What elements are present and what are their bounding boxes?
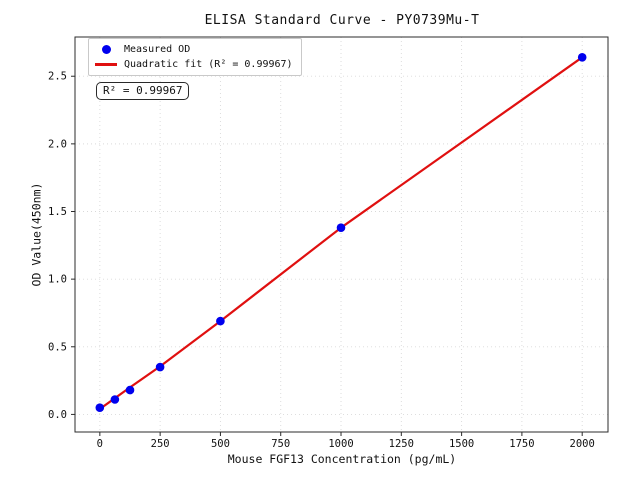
y-axis-label: OD Value(450nm): [29, 182, 44, 287]
x-tick-label: 1000: [328, 438, 353, 450]
data-point: [125, 385, 135, 395]
data-point: [216, 316, 225, 326]
x-tick-label: 750: [271, 438, 290, 450]
data-point: [577, 53, 587, 62]
y-tick-label: 1.0: [48, 274, 67, 286]
y-tick-label: 0.0: [48, 409, 67, 421]
x-axis-label: Mouse FGF13 Concentration (pg/mL): [227, 452, 457, 466]
chart-title: ELISA Standard Curve - PY0739Mu-T: [204, 13, 480, 28]
x-tick-label: 1250: [389, 438, 414, 450]
y-tick-label: 0.5: [48, 341, 67, 353]
data-point: [155, 362, 165, 372]
data-point: [110, 395, 120, 404]
legend-label-quadratic-fit: Quadratic fit (R² = 0.99967): [124, 59, 293, 70]
data-point: [95, 403, 105, 413]
legend-label-measured-od: Measured OD: [124, 44, 191, 55]
legend-item-measured-od: Measured OD: [95, 44, 293, 55]
x-tick-label: 1750: [509, 438, 534, 450]
x-tick-label: 0: [97, 438, 103, 450]
r-squared-annotation: R² = 0.99967: [96, 82, 190, 100]
y-tick-label: 2.0: [48, 138, 67, 150]
legend: Measured OD Quadratic fit (R² = 0.99967): [88, 38, 302, 76]
x-tick-label: 2000: [570, 438, 595, 450]
legend-dot-marker-icon: [95, 45, 117, 54]
data-point: [336, 223, 346, 232]
legend-line-marker-icon: [95, 63, 117, 66]
y-tick-label: 1.5: [48, 206, 67, 218]
legend-item-quadratic-fit: Quadratic fit (R² = 0.99967): [95, 59, 293, 70]
x-tick-label: 500: [211, 438, 230, 450]
x-tick-label: 1500: [449, 438, 474, 450]
x-tick-label: 250: [151, 438, 170, 450]
y-tick-label: 2.5: [48, 71, 67, 83]
